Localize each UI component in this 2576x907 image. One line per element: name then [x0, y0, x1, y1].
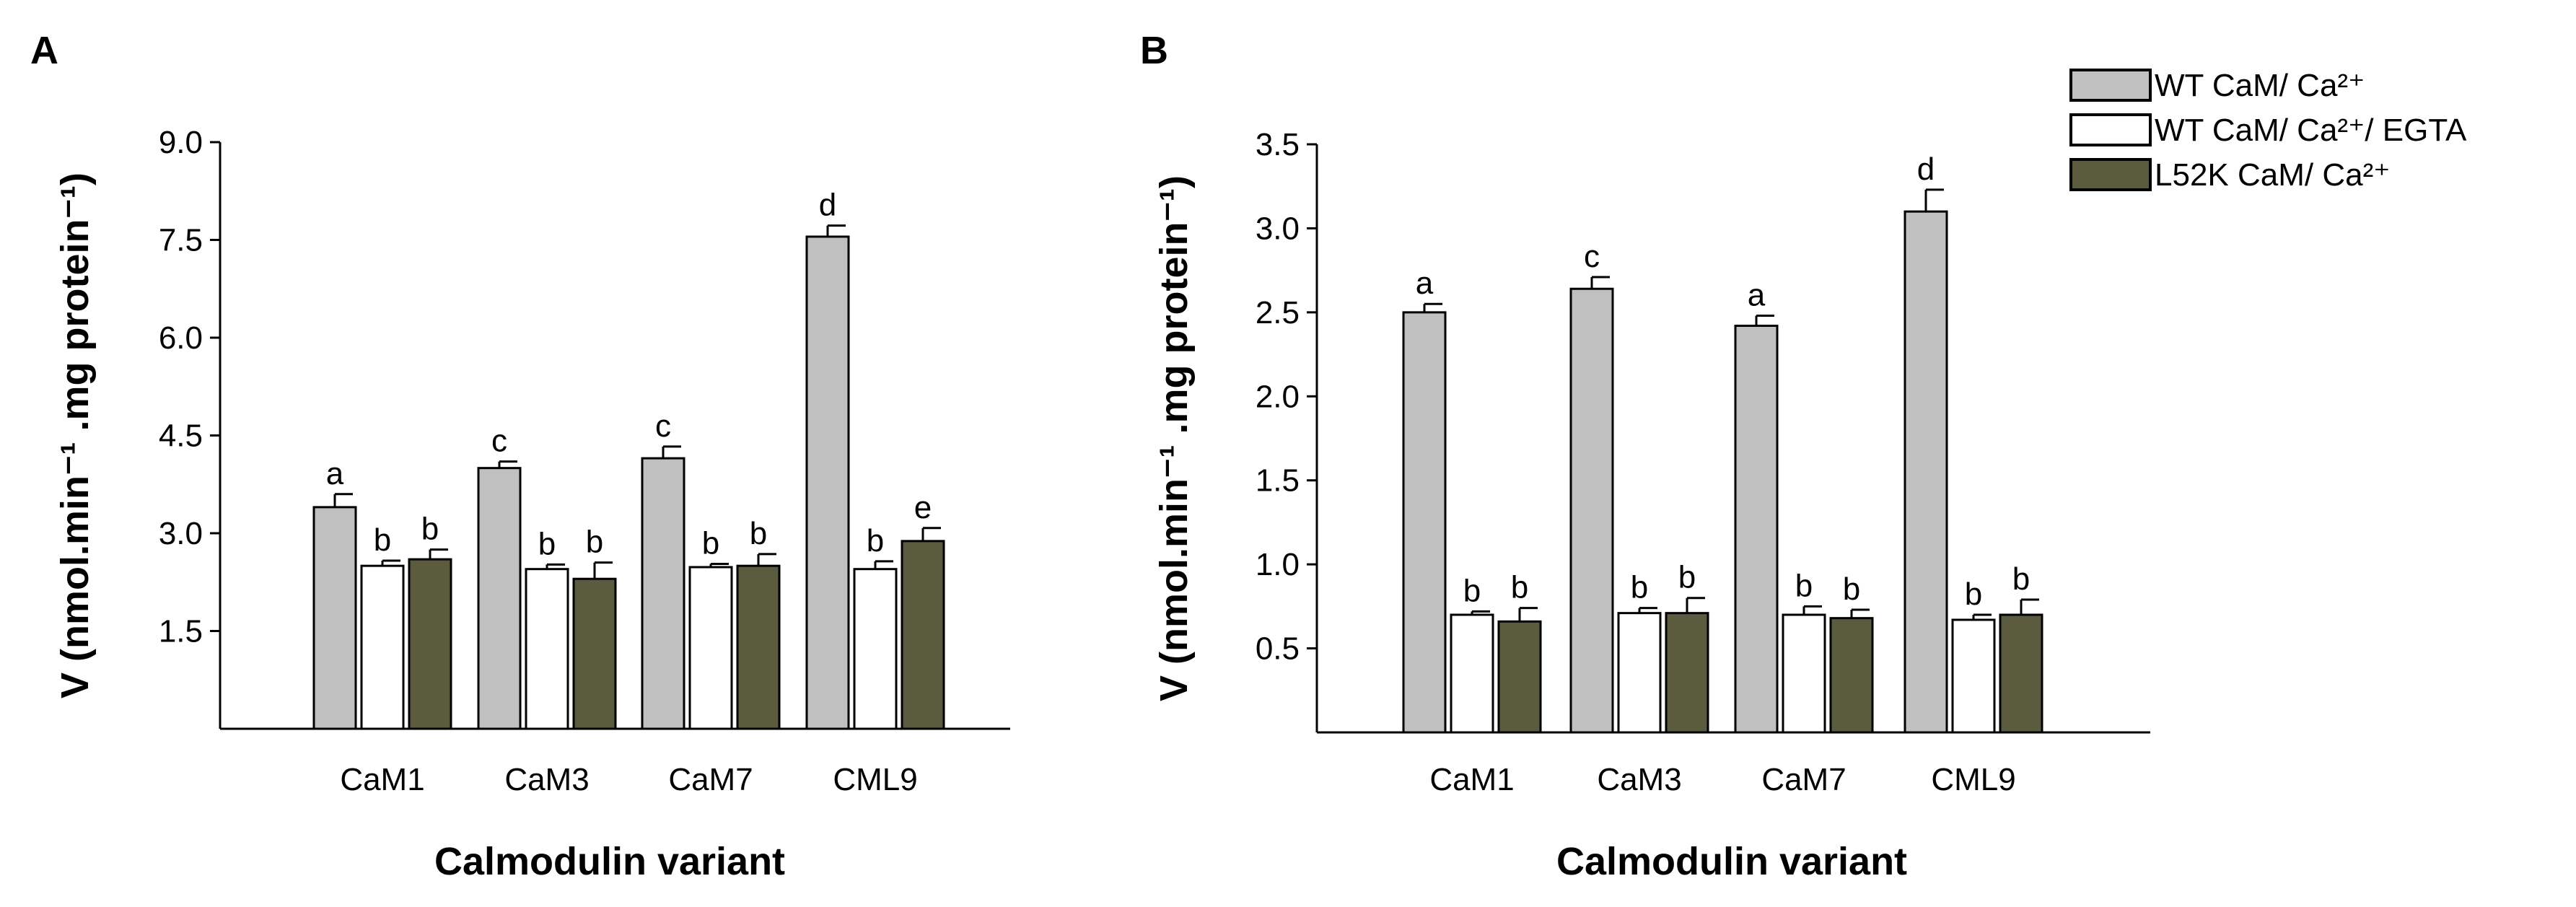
bar-cam7-series-1: [641, 457, 685, 730]
significance-label: a: [326, 456, 344, 491]
y-tick-label: 1.5: [159, 614, 203, 649]
category-label: CaM3: [1597, 762, 1681, 797]
bar-cam3-series-3: [1665, 612, 1709, 734]
significance-label: c: [655, 408, 671, 444]
significance-label: b: [1965, 577, 1982, 612]
significance-label: a: [1416, 266, 1434, 301]
y-tick-label: 3.5: [1256, 127, 1300, 162]
bar-cml9-series-3: [1999, 613, 2043, 734]
y-tick-label: 1.5: [1256, 463, 1300, 499]
bar-cam3-series-1: [1569, 287, 1614, 734]
bar-cml9-series-2: [1951, 618, 1996, 734]
category-label: CaM3: [504, 762, 589, 797]
bar-cam7-series-1: [1734, 324, 1779, 734]
panel-b-letter: B: [1140, 29, 1168, 72]
category-label: CML9: [833, 762, 917, 797]
y-tick-label: 2.5: [1256, 295, 1300, 330]
significance-label: b: [1463, 573, 1481, 608]
bar-cam1-series-3: [1497, 620, 1542, 734]
legend-label: WT CaM/ Ca²⁺: [2155, 68, 2365, 103]
bar-cml9-series-2: [853, 568, 898, 730]
y-tick-label: 1.0: [1256, 547, 1300, 582]
category-label: CaM7: [1761, 762, 1846, 797]
significance-label: b: [1678, 560, 1696, 595]
significance-label: b: [421, 512, 439, 547]
y-tick-label: 3.0: [159, 516, 203, 551]
bar-cam3-series-1: [477, 467, 522, 730]
significance-label: b: [374, 522, 391, 558]
bar-cam1-series-1: [312, 506, 357, 730]
significance-label: e: [914, 490, 932, 525]
bar-cam7-series-3: [1829, 617, 1874, 734]
legend-label: L52K CaM/ Ca²⁺: [2155, 157, 2390, 193]
legend-swatch: [2069, 69, 2152, 102]
significance-label: b: [702, 525, 719, 561]
significance-label: b: [1843, 571, 1860, 607]
bar-cml9-series-1: [1903, 210, 1948, 734]
y-tick-label: 3.0: [1256, 211, 1300, 246]
bar-cam7-series-2: [688, 566, 733, 730]
legend-label: WT CaM/ Ca²⁺/ EGTA: [2155, 113, 2467, 148]
significance-label: b: [2012, 561, 2030, 597]
x-axis-title: Calmodulin variant: [1556, 840, 1907, 883]
y-tick-label: 4.5: [159, 419, 203, 454]
significance-label: b: [538, 526, 556, 561]
bar-cam7-series-2: [1782, 613, 1826, 734]
bar-cml9-series-1: [805, 235, 850, 730]
significance-label: c: [491, 424, 507, 459]
bar-cam1-series-1: [1402, 311, 1447, 734]
x-axis-title: Calmodulin variant: [434, 840, 785, 883]
bar-cml9-series-3: [901, 540, 945, 730]
bar-cam1-series-3: [408, 558, 452, 730]
significance-label: b: [1511, 570, 1528, 605]
significance-label: a: [1748, 278, 1766, 313]
significance-label: d: [819, 188, 836, 223]
y-axis-title: V (nmol.min⁻¹ .mg protein⁻¹): [1152, 175, 1196, 701]
significance-label: b: [867, 523, 884, 558]
bar-cam3-series-2: [525, 568, 569, 730]
bar-cam1-series-2: [360, 564, 405, 730]
y-tick-label: 6.0: [159, 320, 203, 356]
legend-swatch: [2069, 158, 2152, 191]
y-tick-label: 7.5: [159, 223, 203, 258]
significance-label: d: [1917, 152, 1935, 187]
bar-cam7-series-3: [736, 564, 781, 730]
significance-label: b: [1795, 568, 1813, 603]
significance-label: b: [1631, 570, 1648, 605]
category-label: CaM7: [668, 762, 753, 797]
category-label: CaM1: [1429, 762, 1514, 797]
y-tick-label: 9.0: [159, 125, 203, 160]
category-label: CaM1: [340, 762, 424, 797]
significance-label: b: [586, 525, 603, 560]
y-axis-title: V (nmol.min⁻¹ .mg protein⁻¹): [53, 172, 97, 698]
category-label: CML9: [1931, 762, 2015, 797]
panel-b: B 0.5 1.0 1.5 2.0 2.5 3.0 3.5 V (nmol.min⁻¹ .mg…: [1140, 29, 2150, 883]
legend: WT CaM/ Ca²⁺ WT CaM/ Ca²⁺/ EGTA L52K CaM/ …: [2069, 68, 2467, 193]
panel-a: A 1.5 3.0 4.5 6.0 7.5 9.0 V (nmol.min⁻¹ .mg pr…: [30, 29, 1010, 883]
y-tick-label: 2.0: [1256, 379, 1300, 414]
significance-label: c: [1584, 239, 1600, 274]
y-tick-label: 0.5: [1256, 631, 1300, 667]
bar-cam3-series-2: [1617, 612, 1662, 734]
bar-cam1-series-2: [1450, 613, 1494, 734]
significance-label: b: [750, 516, 767, 551]
panel-a-letter: A: [30, 29, 58, 72]
legend-swatch: [2069, 113, 2152, 146]
bar-cam3-series-3: [572, 577, 617, 730]
